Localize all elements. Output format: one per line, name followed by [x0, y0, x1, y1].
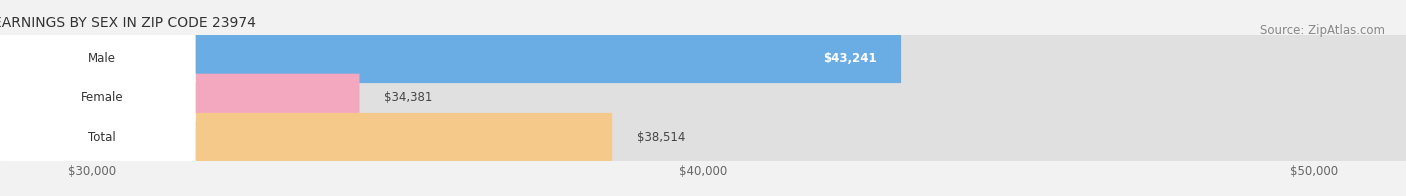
FancyBboxPatch shape [0, 74, 195, 122]
Text: EARNINGS BY SEX IN ZIP CODE 23974: EARNINGS BY SEX IN ZIP CODE 23974 [0, 16, 256, 30]
FancyBboxPatch shape [0, 113, 1406, 162]
FancyBboxPatch shape [0, 74, 360, 122]
FancyBboxPatch shape [0, 113, 612, 162]
FancyBboxPatch shape [0, 34, 1406, 83]
Text: Female: Female [80, 92, 124, 104]
Text: $43,241: $43,241 [823, 52, 877, 65]
FancyBboxPatch shape [0, 34, 901, 83]
Text: Source: ZipAtlas.com: Source: ZipAtlas.com [1260, 24, 1385, 36]
Text: $34,381: $34,381 [384, 92, 432, 104]
Text: Total: Total [87, 131, 115, 144]
FancyBboxPatch shape [0, 34, 195, 83]
Text: Male: Male [87, 52, 115, 65]
FancyBboxPatch shape [0, 74, 1406, 122]
FancyBboxPatch shape [0, 113, 195, 162]
Text: $38,514: $38,514 [637, 131, 685, 144]
